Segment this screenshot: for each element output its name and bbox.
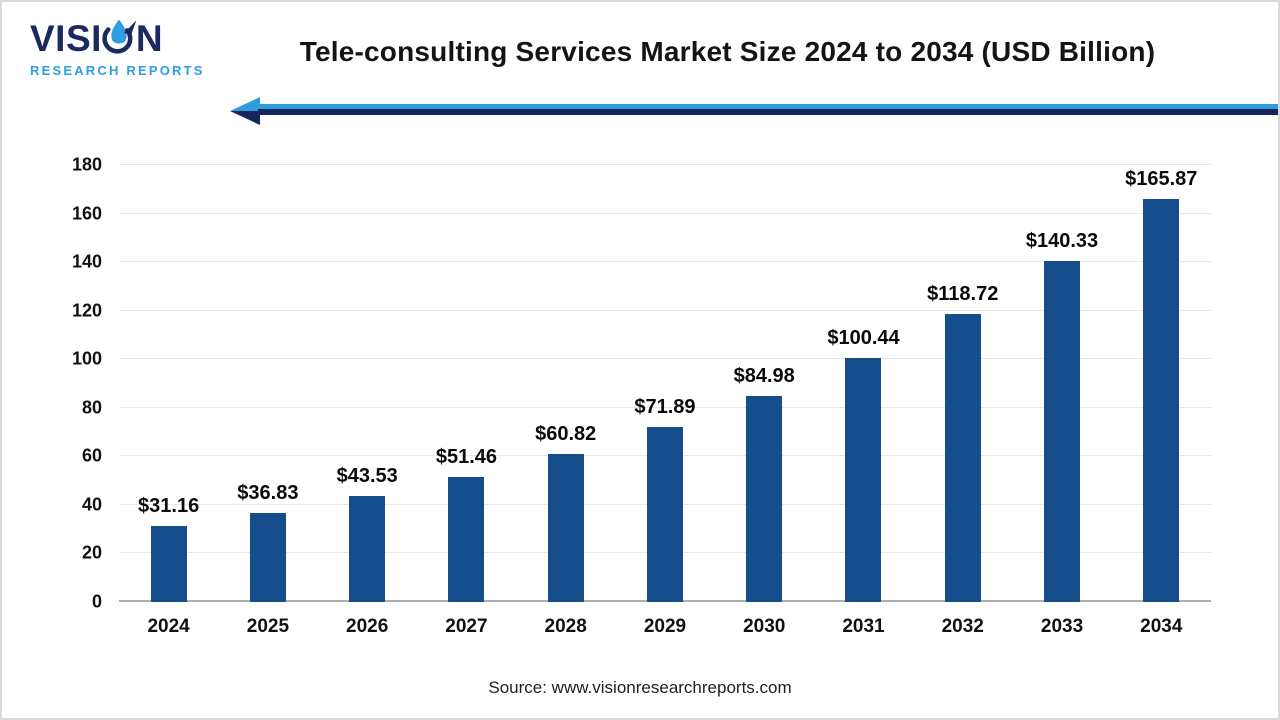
bar-slot: $84.98 2030 xyxy=(715,165,814,637)
bar-slot: $100.44 2031 xyxy=(814,165,913,637)
bar-slot: $165.87 2034 xyxy=(1112,165,1211,637)
brand-logo: VISI N RESEARCH REPORTS xyxy=(30,16,205,79)
y-tick-label: 100 xyxy=(71,348,102,369)
bar-slot: $36.83 2025 xyxy=(218,165,317,637)
gridline xyxy=(119,358,1211,360)
y-tick-label: 160 xyxy=(71,203,102,224)
x-tick-label: 2034 xyxy=(1140,616,1183,637)
data-label: $36.83 xyxy=(237,481,299,504)
bar-2034 xyxy=(1143,199,1180,602)
x-tick-label: 2025 xyxy=(246,616,290,637)
data-label: $100.44 xyxy=(827,327,900,350)
bar-slot: $51.46 2027 xyxy=(417,165,516,637)
x-tick-label: 2029 xyxy=(643,616,687,637)
bar-series: $31.16 2024 $36.83 2025 $43.53 2026 $51.46 2027… xyxy=(119,165,1211,637)
bar-slot: $118.72 2032 xyxy=(913,165,1012,637)
bar-2033 xyxy=(1044,261,1081,602)
x-tick-label: 2033 xyxy=(1040,616,1084,637)
x-tick-label: 2030 xyxy=(743,616,786,637)
gridline xyxy=(119,212,1211,214)
gridline xyxy=(119,164,1211,165)
y-tick-label: 60 xyxy=(81,445,102,466)
bar-2025 xyxy=(249,512,286,602)
x-tick-label: 2031 xyxy=(842,616,885,637)
x-tick-label: 2032 xyxy=(941,616,984,637)
y-tick-label: 40 xyxy=(81,494,102,515)
gridline xyxy=(119,309,1211,311)
bar-2030 xyxy=(746,395,783,602)
gridline xyxy=(119,261,1211,263)
data-label: $84.98 xyxy=(733,364,795,387)
bar-2029 xyxy=(646,427,683,602)
bar-2032 xyxy=(944,313,981,602)
x-tick-label: 2026 xyxy=(346,616,389,637)
bar-slot: $60.82 2028 xyxy=(516,165,615,637)
bar-slot: $71.89 2029 xyxy=(615,165,714,637)
data-label: $118.72 xyxy=(927,282,999,305)
y-tick-label: 120 xyxy=(71,300,102,321)
source-text: Source: www.visionresearchreports.com xyxy=(488,678,792,697)
brand-subtitle: RESEARCH REPORTS xyxy=(30,63,205,78)
data-label: $71.89 xyxy=(634,396,696,419)
y-tick-label: 0 xyxy=(91,591,102,612)
y-tick-label: 20 xyxy=(81,542,102,563)
y-tick-label: 180 xyxy=(71,154,102,175)
x-tick-label: 2024 xyxy=(147,616,190,637)
x-tick-label: 2028 xyxy=(544,616,587,637)
y-axis: 0 20 40 60 80 100 120 140 160 180 xyxy=(2,155,102,612)
left-arrow-divider xyxy=(230,97,1278,125)
y-tick-label: 80 xyxy=(81,397,102,418)
source-note: Source: www.visionresearchreports.com xyxy=(2,678,1278,698)
brand-wordmark: VISI N xyxy=(30,16,200,60)
bar-2028 xyxy=(547,454,584,602)
brand-word-start: VISI xyxy=(30,17,102,59)
bar-2027 xyxy=(448,477,485,602)
vision-swoosh-icon xyxy=(102,19,137,54)
data-label: $31.16 xyxy=(138,495,200,518)
data-label: $51.46 xyxy=(435,446,498,469)
chart-title: Tele-consulting Services Market Size 202… xyxy=(299,36,1156,67)
data-label: $165.87 xyxy=(1125,168,1198,191)
bar-2024 xyxy=(150,526,187,602)
bar-2031 xyxy=(845,358,882,602)
x-tick-label: 2027 xyxy=(445,616,488,637)
data-label: $60.82 xyxy=(535,423,597,446)
bar-slot: $31.16 2024 xyxy=(119,165,218,637)
gridline xyxy=(119,406,1211,408)
plot-area: $31.16 2024 $36.83 2025 $43.53 2026 $51.46 2027… xyxy=(119,164,1211,637)
bar-2026 xyxy=(349,496,386,602)
data-label: $43.53 xyxy=(336,465,398,488)
y-tick-label: 140 xyxy=(71,251,102,272)
brand-word-end: N xyxy=(135,17,164,59)
bar-slot: $140.33 2033 xyxy=(1012,165,1111,637)
bar-slot: $43.53 2026 xyxy=(318,165,417,637)
data-label: $140.33 xyxy=(1025,230,1099,253)
